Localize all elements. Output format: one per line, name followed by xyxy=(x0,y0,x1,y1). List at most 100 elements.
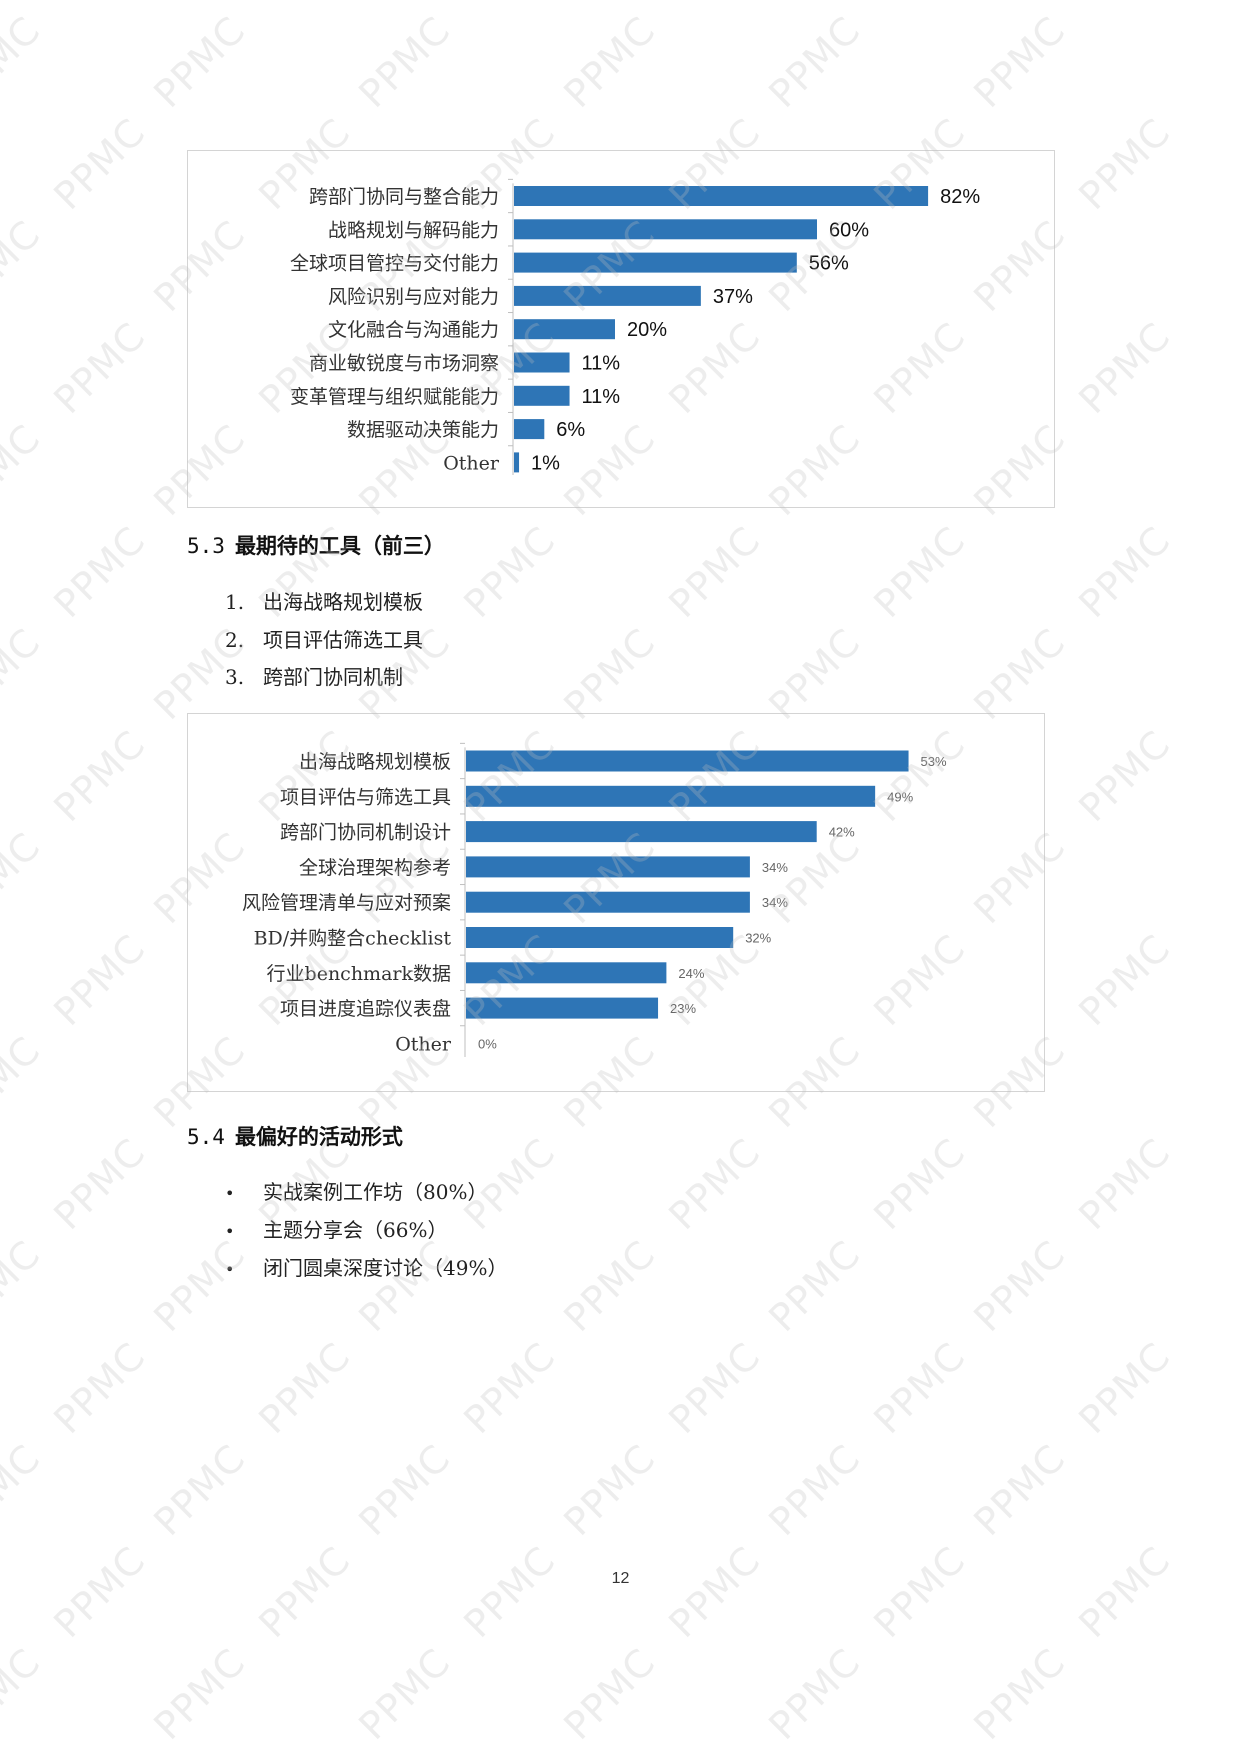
watermark-text: PPMC xyxy=(760,1435,869,1545)
bar xyxy=(514,186,929,206)
bar xyxy=(466,856,750,878)
list-text: 跨部门协同机制 xyxy=(263,665,403,689)
watermark-text: PPMC xyxy=(1070,1333,1179,1443)
list-item: 1. 出海战略规划模板 xyxy=(225,586,423,615)
data-label: 42% xyxy=(829,825,855,840)
category-label: BD/并购整合checklist xyxy=(254,928,452,950)
data-label: 0% xyxy=(478,1036,497,1051)
section-title: 最偏好的活动形式 xyxy=(234,1125,403,1149)
category-label: 风险管理清单与应对预案 xyxy=(242,892,451,914)
watermark-text: PPMC xyxy=(350,7,459,117)
category-label: 文化融合与沟通能力 xyxy=(328,319,499,341)
list-item: 2. 项目评估筛选工具 xyxy=(225,624,423,653)
data-label: 32% xyxy=(745,931,771,946)
category-label: 出海战略规划模板 xyxy=(299,751,451,773)
watermark-text: PPMC xyxy=(0,1435,49,1545)
data-label: 24% xyxy=(678,966,704,981)
bar xyxy=(514,352,570,373)
watermark-text: PPMC xyxy=(965,1231,1074,1341)
watermark-text: PPMC xyxy=(0,619,49,729)
watermark-text: PPMC xyxy=(0,1639,49,1749)
category-label: 战略规划与解码能力 xyxy=(328,219,499,241)
watermark-text: PPMC xyxy=(865,1537,974,1647)
bullet-text: 闭门圆桌深度讨论（49%） xyxy=(263,1256,508,1280)
data-label: 34% xyxy=(762,860,788,875)
list-text: 项目评估筛选工具 xyxy=(263,628,423,652)
watermark-text: PPMC xyxy=(0,1027,49,1137)
bar xyxy=(514,319,615,340)
list-marker: 1. xyxy=(225,590,245,614)
watermark-text: PPMC xyxy=(350,1639,459,1749)
data-label: 23% xyxy=(670,1001,696,1016)
bar xyxy=(514,252,797,273)
watermark-text: PPMC xyxy=(145,7,254,117)
watermark-text: PPMC xyxy=(865,1129,974,1239)
watermark-text: PPMC xyxy=(455,1537,564,1647)
tools-bar-chart: 出海战略规划模板 53% 项目评估与筛选工具 49% 跨部门协同机制设计 42% 全球治理架… xyxy=(187,713,1045,1092)
watermark-text: PPMC xyxy=(0,7,49,117)
watermark-text: PPMC xyxy=(455,517,564,627)
watermark-text: PPMC xyxy=(145,1435,254,1545)
category-label: Other xyxy=(443,452,500,474)
watermark-text: PPMC xyxy=(760,619,869,729)
bullet-text: 实战案例工作坊（80%） xyxy=(263,1180,488,1204)
watermark-text: PPMC xyxy=(45,1333,154,1443)
bullet-marker: • xyxy=(225,1184,235,1203)
watermark-text: PPMC xyxy=(1070,1537,1179,1647)
category-label: 变革管理与组织赋能能力 xyxy=(290,386,499,408)
watermark-text: PPMC xyxy=(555,1639,664,1749)
data-label: 1% xyxy=(531,452,560,474)
bar xyxy=(466,962,667,984)
watermark-text: PPMC xyxy=(555,7,664,117)
bullet-marker: • xyxy=(225,1222,235,1241)
watermark-text: PPMC xyxy=(350,1435,459,1545)
watermark-text: PPMC xyxy=(555,1435,664,1545)
bar xyxy=(466,891,750,913)
data-label: 11% xyxy=(582,386,621,408)
category-label: 商业敏锐度与市场洞察 xyxy=(309,353,499,375)
data-label: 6% xyxy=(556,419,585,441)
watermark-text: PPMC xyxy=(660,1129,769,1239)
bullet-text: 主题分享会（66%） xyxy=(263,1218,448,1242)
watermark-text: PPMC xyxy=(1070,109,1179,219)
bullet-item: • 主题分享会（66%） xyxy=(225,1214,447,1243)
watermark-text: PPMC xyxy=(965,1639,1074,1749)
watermark-text: PPMC xyxy=(555,1231,664,1341)
watermark-text: PPMC xyxy=(145,1639,254,1749)
category-label: 行业benchmark数据 xyxy=(267,963,451,985)
bar xyxy=(514,419,545,440)
watermark-text: PPMC xyxy=(45,1537,154,1647)
watermark-text: PPMC xyxy=(45,313,154,423)
bullet-marker: • xyxy=(225,1260,235,1279)
bar xyxy=(466,927,734,948)
category-label: 跨部门协同机制设计 xyxy=(280,822,451,844)
watermark-text: PPMC xyxy=(965,619,1074,729)
list-marker: 3. xyxy=(225,665,245,689)
watermark-text: PPMC xyxy=(660,1537,769,1647)
bar xyxy=(466,750,909,772)
data-label: 53% xyxy=(921,754,947,769)
section-number: 5.3 xyxy=(187,534,225,558)
watermark-text: PPMC xyxy=(350,1231,459,1341)
watermark-text: PPMC xyxy=(760,1231,869,1341)
watermark-text: PPMC xyxy=(45,925,154,1035)
category-label: 跨部门协同与整合能力 xyxy=(309,186,499,208)
category-label: 全球项目管控与交付能力 xyxy=(290,253,499,275)
page-number: 12 xyxy=(611,1570,630,1587)
watermark-text: PPMC xyxy=(555,619,664,729)
data-label: 82% xyxy=(940,186,980,208)
bar xyxy=(514,219,817,240)
watermark-text: PPMC xyxy=(0,1231,49,1341)
category-label: 风险识别与应对能力 xyxy=(328,286,499,308)
bar xyxy=(466,997,659,1019)
watermark-text: PPMC xyxy=(660,1333,769,1443)
watermark-text: PPMC xyxy=(965,7,1074,117)
section-title: 最期待的工具（前三） xyxy=(234,534,445,558)
tools-chart-svg: 出海战略规划模板 53% 项目评估与筛选工具 49% 跨部门协同机制设计 42% 全球治理架… xyxy=(242,742,947,1058)
watermark-text: PPMC xyxy=(0,415,49,525)
data-label: 37% xyxy=(713,286,753,308)
section-number: 5.4 xyxy=(187,1125,225,1149)
data-label: 20% xyxy=(627,319,667,341)
watermark-text: PPMC xyxy=(45,1129,154,1239)
watermark-text: PPMC xyxy=(965,1435,1074,1545)
